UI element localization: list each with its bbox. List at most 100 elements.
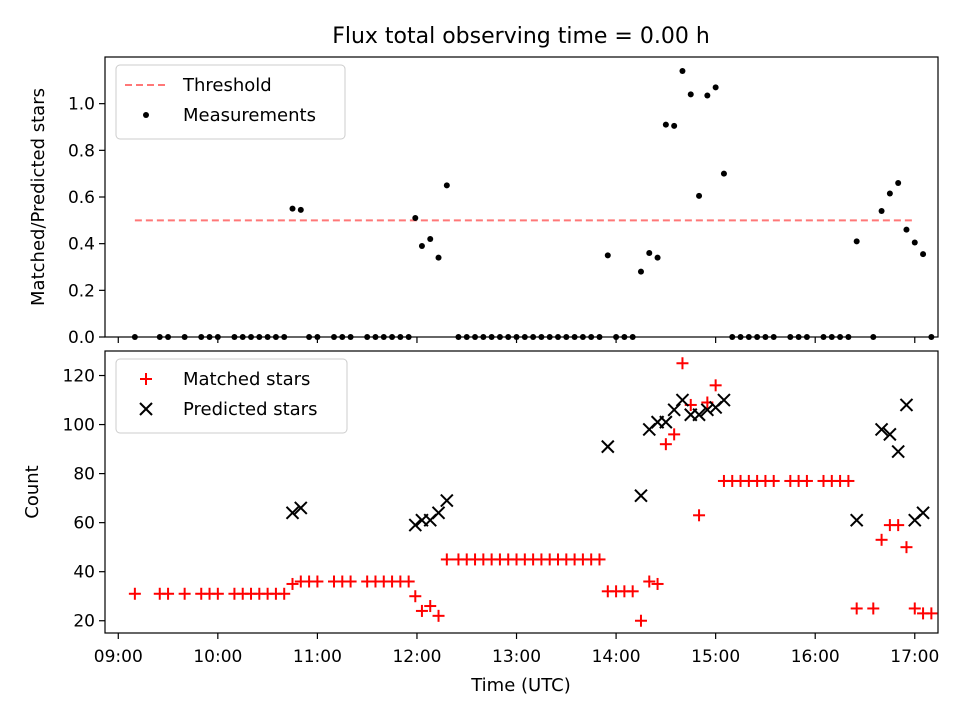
predicted-star-point — [440, 493, 454, 508]
matched-star-point — [900, 541, 913, 554]
predicted-star-point — [874, 422, 889, 437]
legend-x-swatch — [139, 402, 153, 416]
matched-star-point — [800, 474, 813, 487]
legend-plus-swatch — [140, 373, 152, 385]
y-tick-label: 0.2 — [68, 281, 95, 301]
chart-title: Flux total observing time = 0.00 h — [332, 24, 710, 49]
x-b — [891, 444, 905, 459]
legend-label: Matched stars — [183, 369, 310, 390]
x-tick-label: 15:00 — [691, 647, 740, 667]
measurement-point — [895, 180, 902, 186]
measurement-point — [435, 254, 442, 261]
y-tick-label: 0.6 — [68, 188, 95, 208]
x-b — [874, 422, 889, 437]
count-plot-frame — [104, 350, 939, 634]
measurement-point — [289, 205, 296, 212]
x-tick-label: 09:00 — [94, 647, 143, 667]
measurement-point — [662, 121, 669, 128]
measurement-point — [418, 243, 425, 249]
y-tick-label: 20 — [73, 612, 95, 632]
count-legend: Matched stars Predicted stars — [115, 358, 348, 434]
x-b — [700, 403, 715, 417]
y-tick-label: 0.0 — [68, 328, 95, 348]
x-tick-label: 14:00 — [592, 647, 641, 667]
predicted-star-point — [634, 488, 648, 503]
measurement-point — [637, 268, 644, 275]
y-tick-label: 60 — [73, 514, 95, 534]
matched-star-point — [593, 553, 606, 566]
matched-star-point — [278, 587, 291, 600]
matched-star-point — [709, 379, 722, 392]
matched-star-point — [311, 575, 324, 588]
predicted-star-point — [899, 398, 914, 412]
predicted-star-point — [601, 439, 615, 454]
measurement-point — [853, 238, 860, 245]
predicted-star-point — [883, 427, 897, 442]
ratio-y-axis-label: Matched/Predicted stars — [28, 88, 49, 306]
predicted-star-point — [717, 393, 731, 407]
x-b — [408, 518, 423, 532]
predicted-star-point — [431, 506, 446, 520]
y-tick-label: 100 — [63, 416, 95, 436]
matched-star-point — [693, 509, 706, 522]
matched-star-point — [668, 428, 681, 441]
predicted-star-point — [675, 393, 690, 407]
x-b — [294, 501, 308, 515]
matched-star-point — [659, 438, 672, 451]
matched-star-point — [162, 587, 175, 600]
measurement-point — [671, 122, 678, 129]
matched-star-point — [867, 602, 880, 615]
x-b — [440, 493, 454, 508]
x-tick-label: 17:00 — [890, 647, 939, 667]
matched-star-point — [850, 602, 863, 615]
measurement-point — [297, 206, 304, 213]
x-tick-label: 13:00 — [492, 647, 541, 667]
y-tick-label: 40 — [73, 563, 95, 583]
x-b — [139, 402, 153, 416]
measurement-point — [427, 236, 434, 242]
legend-label: Measurements — [183, 105, 316, 126]
matched-star-point — [409, 590, 422, 603]
measurement-point — [679, 68, 686, 74]
matched-star-point — [842, 474, 855, 487]
measurement-point — [443, 182, 450, 189]
y-tick-label: 80 — [73, 465, 95, 485]
x-tick-label: 10:00 — [193, 647, 242, 667]
matched-star-point — [908, 602, 921, 615]
ratio-legend: Threshold Measurements — [115, 64, 346, 140]
matched-star-point — [925, 607, 938, 620]
count-x-axis-label: Time (UTC) — [470, 675, 571, 696]
x-b — [601, 439, 615, 454]
matched-star-point — [892, 519, 905, 532]
matched-star-point — [634, 614, 647, 627]
matched-star-point — [875, 533, 888, 546]
x-b — [634, 488, 648, 503]
predicted-star-point — [692, 408, 706, 422]
matched-star-point — [424, 600, 437, 613]
y-tick-label: 0.4 — [68, 235, 95, 255]
matched-star-point — [626, 585, 639, 598]
matched-star-point — [415, 604, 428, 617]
measurement-point — [878, 208, 885, 214]
matched-star-point — [767, 474, 780, 487]
matched-star-point — [402, 575, 415, 588]
count-panel: 20 40 60 80 100 120 09:00 10:00 11:00 12:00 13:00 1… — [22, 350, 939, 696]
matched-star-point — [676, 357, 689, 370]
measurement-point — [412, 215, 419, 221]
measurement-point — [911, 239, 918, 246]
predicted-star-point — [916, 506, 930, 520]
measurement-point — [720, 170, 727, 177]
x-b — [431, 506, 446, 520]
legend-box — [115, 358, 348, 434]
predicted-star-point — [408, 518, 423, 532]
y-tick-label: 0.8 — [68, 141, 95, 161]
measurement-point — [654, 254, 661, 261]
measurement-point — [920, 251, 927, 258]
measurement-point — [687, 91, 694, 98]
matched-star-point — [344, 575, 357, 588]
x-b — [899, 398, 914, 412]
predicted-star-point — [667, 403, 681, 417]
matched-star-point — [432, 609, 445, 622]
legend-label: Threshold — [182, 75, 272, 96]
